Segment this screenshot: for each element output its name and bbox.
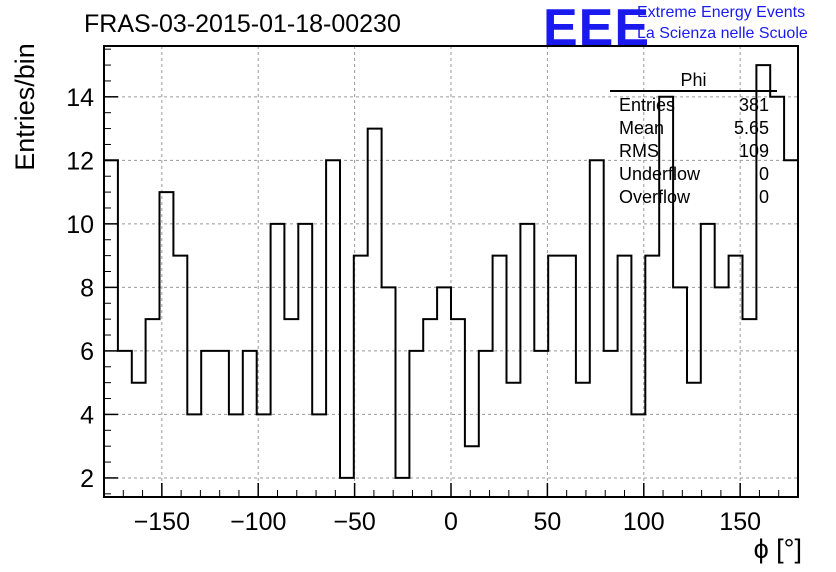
- eee-logo: EEE: [543, 0, 651, 57]
- stat-label: Underflow: [619, 164, 701, 184]
- stats-title: Phi: [610, 70, 777, 92]
- y-tick-label: 8: [80, 274, 94, 302]
- y-tick-label: 4: [80, 401, 94, 429]
- stat-value: 381: [738, 95, 769, 115]
- x-tick-label: −150: [134, 508, 190, 536]
- x-tick-label: 150: [719, 508, 761, 536]
- stats-row: Mean 5.65: [610, 117, 777, 140]
- stat-label: RMS: [619, 141, 659, 161]
- y-axis-label: Entries/bin: [10, 43, 40, 171]
- stat-value: 109: [738, 141, 769, 161]
- stat-label: Mean: [619, 118, 665, 138]
- y-tick-label: 10: [66, 211, 94, 239]
- stats-row: Overflow 0: [610, 186, 777, 209]
- y-tick-label: 2: [80, 465, 94, 493]
- stat-label: Overflow: [619, 187, 691, 207]
- x-tick-label: −50: [333, 508, 375, 536]
- stats-row: Entries 381: [610, 94, 777, 117]
- x-tick-label: −100: [230, 508, 286, 536]
- x-tick-label: 0: [444, 508, 458, 536]
- stats-row: Underflow 0: [610, 163, 777, 186]
- x-axis-label: ϕ [°]: [753, 534, 802, 564]
- y-tick-label: 14: [66, 84, 94, 112]
- logo-line-2: La Scienza nelle Scuole: [637, 25, 808, 42]
- chart-title: FRAS-03-2015-01-18-00230: [84, 10, 401, 38]
- logo-line-1: Extreme Energy Events: [637, 4, 806, 21]
- x-tick-label: 100: [623, 508, 665, 536]
- x-tick-label: 50: [533, 508, 561, 536]
- stats-box: Phi Entries 381 Mean 5.65 RMS 109 Underflow…: [610, 70, 777, 209]
- stat-value: 0: [758, 164, 769, 184]
- tick-labels: −150 −100 −50 0 50 100 150 2 4 6 8 10 12 14: [66, 84, 761, 536]
- axis-ticks: [104, 48, 780, 497]
- y-tick-label: 12: [66, 147, 94, 175]
- stat-label: Entries: [619, 95, 676, 115]
- histogram-outline: [104, 64, 798, 479]
- stat-value: 0: [758, 187, 769, 207]
- stats-row: RMS 109: [610, 140, 777, 163]
- y-tick-label: 6: [80, 338, 94, 366]
- stat-value: 5.65: [733, 118, 769, 138]
